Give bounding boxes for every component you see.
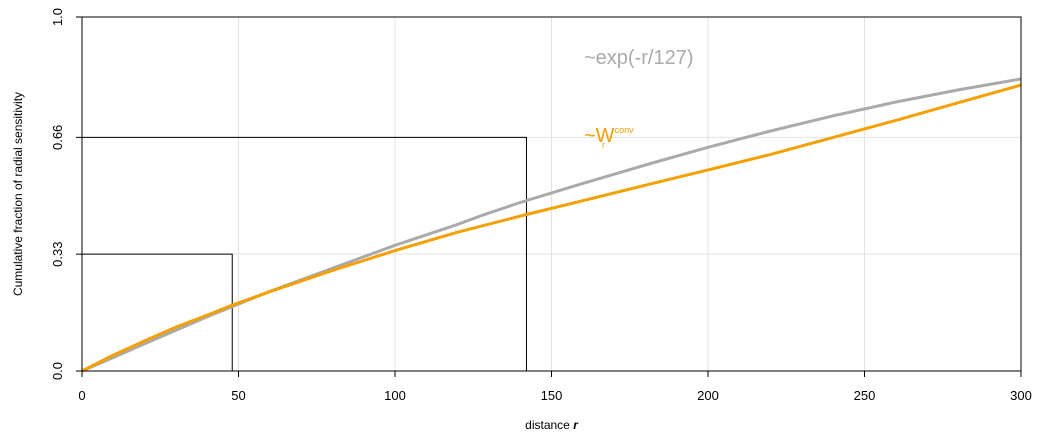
y-axis-title: Cumulative fraction of radial sensitivit… bbox=[11, 92, 25, 296]
reference-line bbox=[82, 136, 527, 371]
x-tick-label: 50 bbox=[231, 388, 245, 403]
x-tick-label: 200 bbox=[697, 388, 719, 403]
series-lines bbox=[81, 77, 1022, 373]
y-tick-label: 0.66 bbox=[50, 125, 65, 150]
y-tick-label: 0.0 bbox=[50, 362, 65, 380]
series-label-wconv-main: ~W bbox=[584, 125, 615, 147]
y-tick-label: 1.0 bbox=[50, 8, 65, 26]
x-tick-label: 100 bbox=[384, 388, 406, 403]
y-tick-label: 0.33 bbox=[50, 242, 65, 267]
series-label-wconv-sup: conv bbox=[615, 125, 635, 135]
x-tick-label: 250 bbox=[854, 388, 876, 403]
x-tick-label: 150 bbox=[541, 388, 563, 403]
series-label-wconv: ~Wconv r bbox=[584, 125, 634, 150]
y-axis: 0.0 0.33 0.66 1.0 bbox=[50, 8, 82, 380]
series-label-wconv-sub: r bbox=[602, 140, 605, 150]
x-axis-title-text: distance bbox=[525, 418, 570, 432]
reference-lines bbox=[82, 136, 527, 371]
series-label-exp: ~exp(-r/127) bbox=[584, 47, 694, 69]
x-axis: 0 50 100 150 200 250 300 bbox=[78, 371, 1032, 403]
series-line-wconv bbox=[81, 83, 1022, 373]
x-tick-label: 0 bbox=[78, 388, 85, 403]
x-tick-label: 300 bbox=[1010, 388, 1032, 403]
series-line-exp bbox=[81, 77, 1022, 373]
reference-line bbox=[82, 253, 233, 371]
x-axis-title: distance r bbox=[525, 418, 579, 432]
x-axis-title-symbol: r bbox=[573, 418, 579, 432]
